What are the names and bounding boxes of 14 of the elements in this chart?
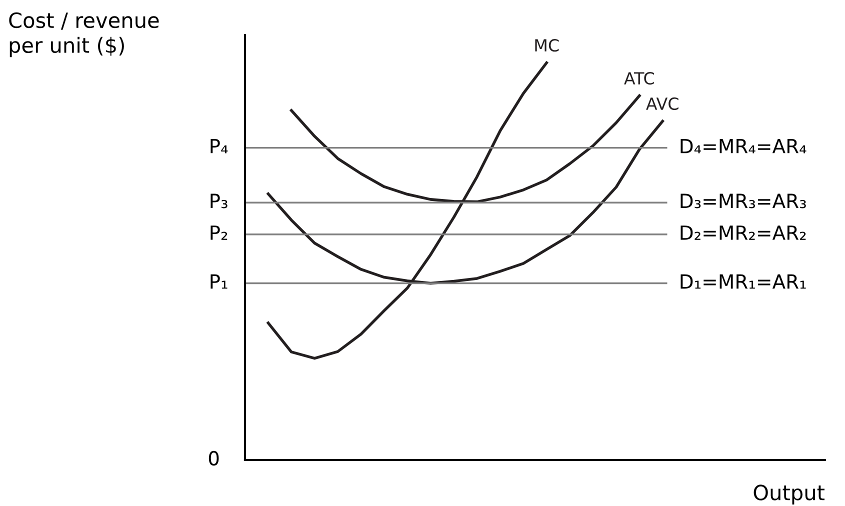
- series-label: ATC: [624, 72, 654, 85]
- text: P₃: [210, 194, 228, 208]
- ref-line-label: D₄=MR₄=AR₄: [680, 138, 806, 154]
- text: P₄: [210, 138, 228, 154]
- ref-line-label: D₂=MR₂=AR₂: [680, 226, 806, 240]
- text: 0: [208, 450, 219, 466]
- ref-line-label: D₃=MR₃=AR₃: [680, 194, 806, 208]
- ref-line-label: D₁=MR₁=AR₁: [680, 274, 806, 289]
- y-axis-title: Cost / revenue per unit ($): [9, 12, 159, 58]
- series-label: MC: [535, 39, 559, 52]
- x-axis-title: Output: [754, 484, 824, 504]
- series-label: AVC: [646, 97, 678, 110]
- text: P₂: [210, 226, 228, 240]
- text: P₁: [210, 274, 228, 289]
